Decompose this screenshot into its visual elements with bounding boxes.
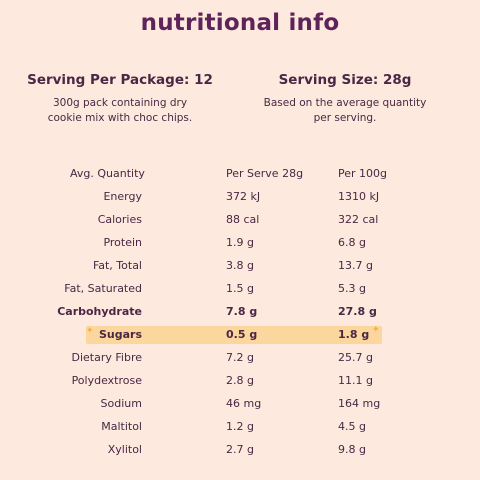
row-per-serve: 88 cal [226, 213, 260, 226]
row-nutrient: Fat, Saturated [64, 282, 142, 295]
row-per-100g: 27.8 g [338, 305, 377, 318]
table-row: Dietary Fibre 7.2 g 25.7 g [0, 346, 480, 369]
row-per-serve: 7.8 g [226, 305, 258, 318]
row-nutrient: Sodium [100, 397, 142, 410]
header-per-100g: Per 100g [338, 167, 388, 180]
row-nutrient: Sugars [98, 328, 142, 341]
serving-per-package: Serving Per Package: 12 300g pack contai… [0, 72, 240, 126]
row-per-100g: 1310 kJ [338, 190, 380, 203]
row-per-100g: 13.7 g [338, 259, 373, 272]
row-per-100g: 6.8 g [338, 236, 366, 249]
table-row: Fat, Total 3.8 g 13.7 g [0, 254, 480, 277]
table-row: Calories 88 cal 322 cal [0, 208, 480, 231]
table-row: Energy 372 kJ 1310 kJ [0, 185, 480, 208]
header-avg-quantity: Avg. Quantity [70, 167, 145, 180]
table-row-sugars-highlighted: ✦ Sugars 0.5 g 1.8 g ✦ [0, 323, 480, 346]
row-nutrient: Xylitol [107, 443, 142, 456]
serving-per-package-description: 300g pack containing dry cookie mix with… [47, 97, 193, 124]
table-row: Fat, Saturated 1.5 g 5.3 g [0, 277, 480, 300]
row-nutrient: Polydextrose [71, 374, 142, 387]
table-row: Xylitol 2.7 g 9.8 g [0, 438, 480, 461]
table-row-carbohydrate: Carbohydrate 7.8 g 27.8 g [0, 300, 480, 323]
page-title: nutritional info [140, 10, 340, 36]
row-nutrient: Dietary Fibre [71, 351, 143, 364]
row-per-100g: 164 mg [338, 397, 381, 410]
table-row: Protein 1.9 g 6.8 g [0, 231, 480, 254]
serving-per-package-heading: Serving Per Package: 12 [27, 72, 213, 88]
row-per-100g: 322 cal [338, 213, 379, 226]
row-per-serve: 7.2 g [226, 351, 254, 364]
row-per-100g: 1.8 g [338, 328, 370, 341]
nutrition-table: Avg. Quantity Per Serve 28g Per 100g Ene… [0, 162, 480, 461]
row-per-100g: 5.3 g [338, 282, 366, 295]
row-nutrient: Protein [103, 236, 142, 249]
sparkle-icon: ✦ [86, 326, 94, 336]
table-row: Sodium 46 mg 164 mg [0, 392, 480, 415]
row-per-serve: 1.9 g [226, 236, 254, 249]
table-row: Maltitol 1.2 g 4.5 g [0, 415, 480, 438]
serving-size-heading: Serving Size: 28g [278, 72, 412, 88]
row-nutrient: Energy [103, 190, 142, 203]
row-per-serve: 2.8 g [226, 374, 254, 387]
row-nutrient: Maltitol [101, 420, 142, 433]
row-per-serve: 3.8 g [226, 259, 254, 272]
header-per-serve: Per Serve 28g [226, 167, 304, 180]
serving-size: Serving Size: 28g Based on the average q… [220, 72, 470, 126]
sparkle-icon: ✦ [372, 325, 380, 335]
row-per-100g: 25.7 g [338, 351, 373, 364]
row-per-serve: 1.2 g [226, 420, 254, 433]
row-per-100g: 9.8 g [338, 443, 366, 456]
row-nutrient: Carbohydrate [57, 305, 142, 318]
row-nutrient: Calories [97, 213, 142, 226]
row-per-serve: 0.5 g [226, 328, 258, 341]
row-per-serve: 372 kJ [226, 190, 261, 203]
highlight-bar [86, 326, 382, 344]
row-per-100g: 4.5 g [338, 420, 366, 433]
row-per-serve: 46 mg [226, 397, 262, 410]
row-per-serve: 1.5 g [226, 282, 254, 295]
table-header-row: Avg. Quantity Per Serve 28g Per 100g [0, 162, 480, 185]
table-row: Polydextrose 2.8 g 11.1 g [0, 369, 480, 392]
row-per-serve: 2.7 g [226, 443, 254, 456]
row-nutrient: Fat, Total [92, 259, 142, 272]
row-per-100g: 11.1 g [338, 374, 373, 387]
serving-size-description: Based on the average quantity per servin… [263, 97, 427, 124]
